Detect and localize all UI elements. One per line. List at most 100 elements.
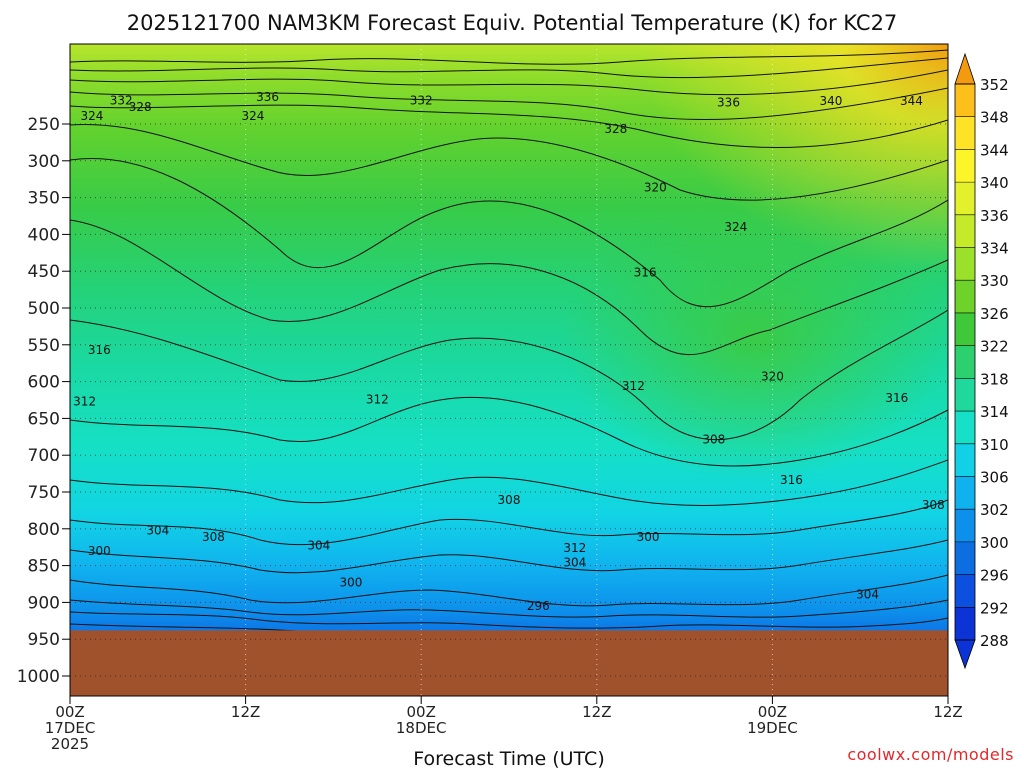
colorbar-label: 302 [980,501,1009,519]
contour-label: 344 [900,94,923,108]
contour-label: 316 [885,391,908,405]
colorbar-label: 344 [980,141,1009,159]
x-tick-label: 00Z [758,703,787,721]
y-tick-label: 950 [28,630,60,650]
contour-labels: 332 336 332 336 340 344 328 324 324 328 320 324 316 3… [73,90,945,613]
contour-line [70,499,948,546]
contour-line [70,69,948,96]
contour-label: 324 [241,109,264,123]
contour-label: 304 [563,556,586,570]
x-tick-label: 12Z [582,703,611,721]
colorbar-label: 326 [980,305,1009,323]
colorbar-label: 310 [980,436,1009,454]
colorbar-label: 330 [980,272,1009,290]
colorbar-label: 292 [980,599,1009,617]
colorbar-label: 322 [980,338,1009,356]
colorbar-label: 318 [980,370,1009,388]
colorbar-segment [955,476,975,510]
colorbar-segment [955,607,975,641]
contour-line [70,539,948,574]
contour-label: 312 [563,541,586,555]
contour-line [70,396,948,467]
colorbar: 352 348 344 340 336 334 330 326 322 318 314 310 306 3… [954,52,1009,670]
colorbar-segment [955,541,975,576]
colorbar-segment [955,509,975,543]
contour-label: 308 [922,498,945,512]
contour-label: 316 [634,266,657,280]
colorbar-segment [955,280,975,314]
contour-lines [70,49,948,641]
colorbar-segment [955,411,975,445]
colorbar-label: 288 [980,632,1009,650]
contour-line [70,574,948,607]
x-axis-label: Forecast Time (UTC) [413,748,604,768]
contour-label: 340 [819,94,842,108]
x-tick-label: 00Z [407,703,436,721]
y-tick-label: 450 [28,262,60,282]
y-tick-label: 600 [28,373,60,393]
contour-line [70,611,948,629]
y-tick-label: 750 [28,483,60,503]
y-tick-label: 250 [28,115,60,135]
colorbar-segment [955,574,975,608]
plot-area [70,44,948,696]
y-tick-label: 300 [28,152,60,172]
colorbar-label: 300 [980,534,1009,552]
colorbar-label: 306 [980,468,1009,486]
contour-label: 324 [724,220,747,234]
contour-line [70,49,948,65]
x-tick-label: 18DEC [396,719,447,737]
colorbar-segment [955,116,975,150]
colorbar-segment [955,312,975,347]
x-tick-label: 19DEC [747,719,798,737]
colorbar-label: 352 [980,76,1009,94]
contour-line [70,123,948,201]
y-tick-label: 350 [28,189,60,209]
x-tick-label: 12Z [231,703,260,721]
colorbar-label: 340 [980,174,1009,192]
contour-label: 308 [702,433,725,447]
contour-label: 312 [73,394,96,408]
colorbar-label: 334 [980,240,1009,258]
pressure-axis: 250 300 350 400 450 500 550 600 650 700 750 800 850 9… [17,115,70,687]
plot-frame [69,43,949,697]
x-tick-label: 2025 [51,735,89,753]
y-tick-label: 850 [28,557,60,577]
contour-label: 316 [780,473,803,487]
contour-label: 332 [110,93,133,107]
contour-line [70,219,948,356]
contour-line [70,87,948,121]
y-tick-label: 900 [28,593,60,613]
colorbar-label: 336 [980,207,1009,225]
colorbar-extend-bottom [954,639,976,670]
ground-below-surface [70,630,948,696]
colorbar-segment [955,345,975,379]
contour-label: 320 [761,369,784,383]
y-tick-label: 650 [28,409,60,429]
colorbar-segment [955,247,975,281]
colorbar-segment [955,149,975,183]
contour-label: 324 [80,109,103,123]
contour-label: 320 [644,180,667,194]
contour-label: 296 [527,599,550,613]
contour-label: 312 [366,392,389,406]
contour-label: 304 [307,539,330,553]
y-tick-label: 550 [28,336,60,356]
contour-label: 312 [622,379,645,393]
contour-label: 308 [202,530,225,544]
chart-title: 2025121700 NAM3KM Forecast Equiv. Potent… [127,11,898,35]
contour-label: 328 [129,100,152,114]
contour-label: 304 [146,523,169,537]
x-tick-label: 12Z [933,703,962,721]
colorbar-segment [955,443,975,477]
contour-label: 336 [256,90,279,104]
x-tick-label: 17DEC [45,719,96,737]
y-tick-label: 400 [28,225,60,245]
contour-label: 300 [637,530,660,544]
colorbar-label: 296 [980,567,1009,585]
contour-line [70,158,948,308]
credit-label: coolwx.com/models [847,745,1014,764]
contour-line [70,599,948,618]
y-tick-label: 800 [28,520,60,540]
